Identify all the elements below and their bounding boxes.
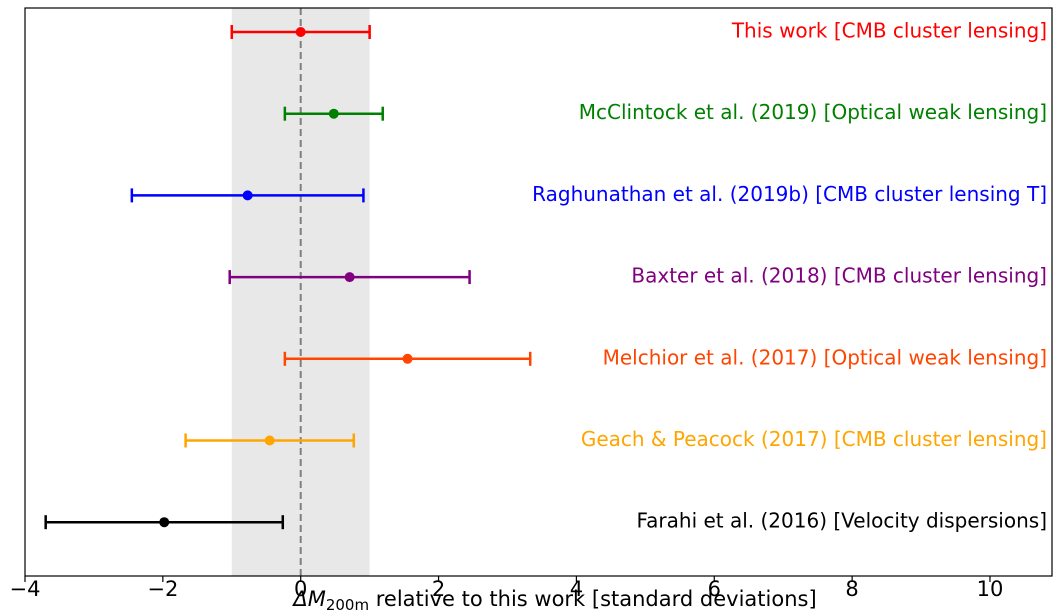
point <box>328 108 339 119</box>
point <box>242 190 253 201</box>
point <box>295 27 306 37</box>
x-tick-label: 4 <box>570 577 583 601</box>
series-label: Farahi et al. (2016) [Velocity dispersio… <box>636 509 1047 533</box>
x-axis-label-symbol: ΔM <box>291 587 325 610</box>
x-axis-label: ΔM200m relative to this work [standard d… <box>291 587 816 610</box>
series-label: Raghunathan et al. (2019b) [CMB cluster … <box>532 182 1047 206</box>
point <box>264 435 275 446</box>
x-tick-label: −2 <box>147 577 178 601</box>
x-tick-label: −4 <box>10 577 41 601</box>
plot-frame <box>24 7 1053 577</box>
series-label: Baxter et al. (2018) [CMB cluster lensin… <box>631 264 1047 288</box>
x-axis-label-text: relative to this work [standard deviatio… <box>369 587 817 610</box>
x-tick-label: 0 <box>294 577 307 601</box>
x-tick-label: 6 <box>708 577 721 601</box>
x-axis-label-subscript: 200m <box>326 596 369 610</box>
point <box>344 272 355 283</box>
series-label: McClintock et al. (2019) [Optical weak l… <box>579 100 1047 124</box>
point <box>159 517 170 528</box>
series-label: This work [CMB cluster lensing] <box>731 19 1047 43</box>
band <box>231 8 370 576</box>
point <box>402 353 413 364</box>
x-tick-label: 2 <box>432 577 445 601</box>
series-label: Melchior et al. (2017) [Optical weak len… <box>603 345 1047 369</box>
x-tick-label: 8 <box>845 577 858 601</box>
series-label: Geach & Peacock (2017) [CMB cluster lens… <box>581 427 1047 451</box>
x-tick-label: 10 <box>977 577 1004 601</box>
